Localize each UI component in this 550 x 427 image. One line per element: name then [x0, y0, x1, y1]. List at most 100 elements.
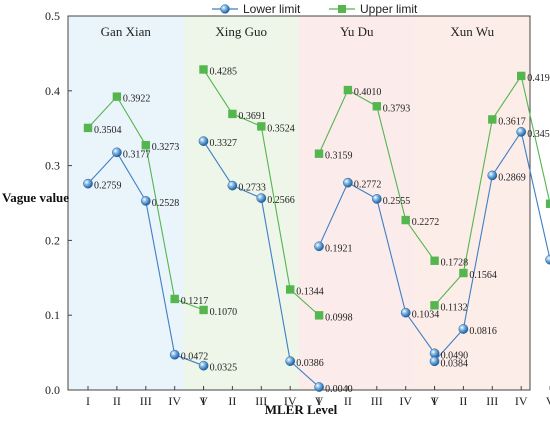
lower-limit-point: [257, 193, 266, 202]
upper-limit-value-label: 0.3159: [325, 151, 353, 162]
lower-limit-value-label: 0.2759: [94, 181, 122, 192]
upper-limit-value-label: 0.4199: [527, 73, 550, 84]
upper-limit-value-label: 0.1344: [296, 286, 324, 297]
y-tick-label: 0.2: [45, 233, 60, 247]
upper-limit-value-label: 0.3273: [152, 142, 180, 153]
lower-limit-value-label: 0.3327: [210, 138, 238, 149]
lower-limit-value-label: 0.1034: [412, 310, 440, 321]
upper-limit-point: [228, 110, 236, 118]
panel-label: Xun Wu: [450, 24, 494, 39]
lower-limit-value-label: 0.0386: [296, 358, 324, 369]
upper-limit-point: [171, 295, 179, 303]
upper-limit-value-label: 0.3922: [123, 94, 150, 105]
upper-limit-point: [430, 301, 438, 309]
upper-limit-value-label: 0.2272: [412, 217, 440, 228]
upper-limit-point: [84, 124, 92, 132]
x-tick-label: I: [433, 394, 437, 408]
x-axis-title: MLER Level: [265, 402, 338, 417]
lower-limit-value-label: 0.0816: [469, 326, 497, 337]
lower-limit-value-label: 0.0325: [210, 363, 238, 374]
upper-limit-point: [113, 92, 121, 100]
y-tick-label: 0.1: [45, 308, 60, 322]
lower-limit-point: [430, 357, 439, 366]
panel-label: Yu Du: [340, 24, 374, 39]
lower-limit-point: [228, 181, 237, 190]
upper-limit-point: [459, 269, 467, 277]
x-tick-label: I: [202, 394, 206, 408]
lower-limit-value-label: 0.2566: [267, 195, 295, 206]
lower-limit-value-label: 0.3177: [123, 149, 150, 160]
y-axis-title: Vague value: [2, 190, 69, 205]
y-tick-label: 0.3: [45, 159, 60, 173]
x-tick-label: I: [86, 394, 90, 408]
upper-limit-value-label: 0.3793: [383, 103, 411, 114]
x-tick-label: V: [546, 394, 550, 408]
x-tick-label: III: [371, 394, 383, 408]
legend-upper-label: Upper limit: [360, 2, 418, 16]
upper-limit-value-label: 0.1564: [469, 270, 497, 281]
upper-limit-point: [199, 306, 207, 314]
x-tick-label: II: [113, 394, 121, 408]
lower-limit-point: [170, 350, 179, 359]
legend-lower-marker: [221, 5, 230, 14]
lower-limit-value-label: 0.0472: [181, 352, 209, 363]
upper-limit-value-label: 0.4285: [210, 66, 238, 77]
lower-limit-point: [372, 194, 381, 203]
y-tick-label: 0.0: [45, 383, 60, 397]
lower-limit-point: [459, 324, 468, 333]
lower-limit-value-label: 0.0040: [325, 384, 353, 395]
upper-limit-value-label: 0.3691: [238, 111, 266, 122]
upper-limit-value-label: 0.3504: [94, 125, 122, 136]
upper-limit-point: [315, 311, 323, 319]
legend-lower-label: Lower limit: [243, 2, 301, 16]
upper-limit-value-label: 0.1728: [441, 258, 469, 269]
legend: Lower limit Upper limit: [212, 2, 418, 16]
lower-limit-point: [488, 171, 497, 180]
x-tick-label: II: [228, 394, 236, 408]
x-tick-label: III: [486, 394, 498, 408]
lower-limit-value-label: 0.0384: [441, 358, 469, 369]
x-tick-label: IV: [515, 394, 528, 408]
x-tick-label: IV: [399, 394, 412, 408]
upper-limit-point: [344, 86, 352, 94]
lower-limit-point: [315, 382, 324, 391]
lower-limit-point: [112, 148, 121, 157]
lower-limit-point: [141, 196, 150, 205]
lower-limit-point: [546, 255, 550, 264]
lower-limit-value-label: 0.2555: [383, 196, 411, 207]
upper-limit-value-label: 0.1217: [181, 296, 209, 307]
lower-limit-point: [314, 242, 323, 251]
upper-limit-value-label: 0.1070: [210, 307, 238, 318]
upper-limit-point: [373, 102, 381, 110]
upper-limit-point: [402, 216, 410, 224]
lower-limit-value-label: 0.3451: [527, 129, 550, 140]
x-tick-label: IV: [168, 394, 181, 408]
lower-limit-point: [199, 137, 208, 146]
lower-limit-value-label: 0.2869: [498, 172, 526, 183]
upper-limit-point: [315, 150, 323, 158]
lower-limit-value-label: 0.2528: [152, 198, 180, 209]
lower-limit-value-label: 0.2733: [238, 183, 266, 194]
upper-limit-point: [517, 72, 525, 80]
upper-limit-value-label: 0.1132: [441, 302, 468, 313]
x-tick-label: II: [344, 394, 352, 408]
y-tick-label: 0.5: [45, 9, 60, 23]
lower-limit-point: [286, 357, 295, 366]
upper-limit-point: [488, 115, 496, 123]
panel-label: Gan Xian: [101, 24, 152, 39]
lower-limit-point: [343, 178, 352, 187]
upper-limit-value-label: 0.0998: [325, 312, 353, 323]
upper-limit-point: [199, 65, 207, 73]
lower-limit-point: [401, 308, 410, 317]
y-tick-label: 0.4: [45, 84, 60, 98]
lower-limit-point: [83, 179, 92, 188]
upper-limit-value-label: 0.3524: [267, 123, 295, 134]
lower-limit-value-label: 0.1921: [325, 243, 353, 254]
x-tick-label: II: [459, 394, 467, 408]
upper-limit-value-label: 0.4010: [354, 87, 382, 98]
upper-limit-value-label: 0.3617: [498, 116, 526, 127]
upper-limit-point: [546, 200, 550, 208]
